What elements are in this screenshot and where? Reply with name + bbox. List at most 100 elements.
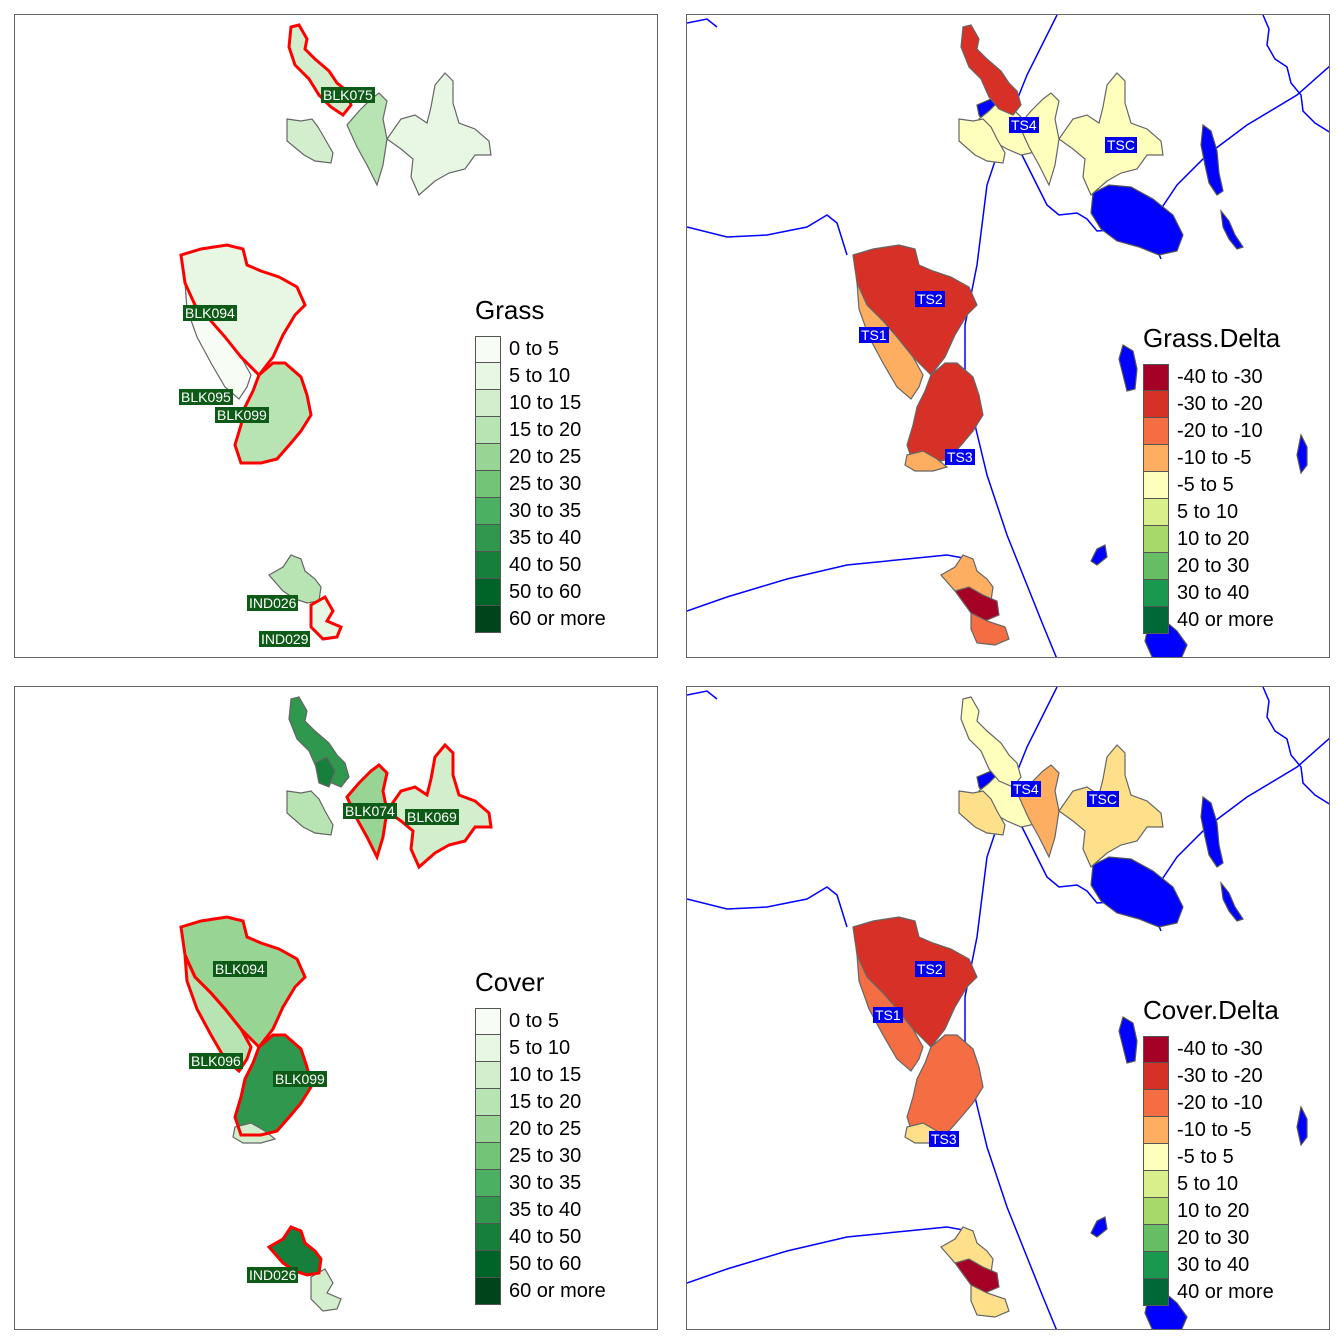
road-line <box>1156 65 1329 246</box>
road-line <box>1156 737 1329 918</box>
legend-row: 30 to 35 <box>475 498 606 525</box>
legend-row: 10 to 20 <box>1143 1198 1279 1225</box>
legend-row: 20 to 25 <box>475 1116 606 1143</box>
lake-east-2 <box>1220 208 1244 250</box>
legend-label: 30 to 40 <box>1177 582 1250 604</box>
parcel-tsc-west <box>958 118 1006 164</box>
parcel-ts3-south <box>904 450 949 472</box>
label-ind026: IND026 <box>247 595 299 611</box>
parcel-tsc-mid <box>1018 92 1060 187</box>
highlight-blk099 <box>233 1033 313 1137</box>
legend-label: 40 to 50 <box>509 554 582 576</box>
legend-row: 50 to 60 <box>475 1251 606 1278</box>
grass-map <box>179 23 492 641</box>
legend-label: -10 to -5 <box>1177 1119 1252 1141</box>
legend-swatch <box>1143 1198 1169 1225</box>
legend-row: 40 or more <box>1143 607 1280 634</box>
legend-label: 35 to 40 <box>509 527 582 549</box>
label-blk074: BLK074 <box>343 803 397 819</box>
legend-label: -5 to 5 <box>1177 1146 1234 1168</box>
legend-label: 15 to 20 <box>509 1091 582 1113</box>
label-ts3: TS3 <box>929 1131 959 1147</box>
legend-swatch <box>475 1278 501 1305</box>
map-panel-grass-delta: TS4 TSC TS2 TS1 TS3 Grass.Delta -40 to -… <box>686 14 1330 658</box>
legend-title: Grass.Delta <box>1143 323 1281 353</box>
legend-row: 10 to 15 <box>475 1062 606 1089</box>
legend-row: 20 to 30 <box>1143 553 1280 580</box>
legend-row: 60 or more <box>475 606 606 633</box>
lake-east-1 <box>1200 123 1224 196</box>
legend-title: Grass <box>475 295 545 325</box>
legend-label: 20 to 25 <box>509 1118 582 1140</box>
legend-label: 40 to 50 <box>509 1226 582 1248</box>
label-blk069: BLK069 <box>405 809 459 825</box>
legend-swatch <box>475 525 501 552</box>
legend-label: 0 to 5 <box>509 1010 560 1032</box>
legend-label: 30 to 40 <box>1177 1254 1250 1276</box>
label-ts2: TS2 <box>915 961 945 977</box>
legend-swatch <box>475 498 501 525</box>
label-blk096: BLK096 <box>189 1053 243 1069</box>
legend-row: -5 to 5 <box>1143 1144 1279 1171</box>
legend-swatch <box>475 606 501 633</box>
legend-swatch <box>1143 499 1169 526</box>
legend-swatch <box>1143 1144 1169 1171</box>
legend-label: -30 to -20 <box>1177 393 1263 415</box>
legend-title: Cover <box>475 967 545 997</box>
legend-label: 60 or more <box>509 608 606 630</box>
map-panel-cover-delta: TS4 TSC TS2 TS1 TS3 Cover.Delta -40 to -… <box>686 686 1330 1330</box>
legend-label: -30 to -20 <box>1177 1065 1263 1087</box>
legend-row: 40 or more <box>1143 1279 1279 1306</box>
parcel-tsc-mid <box>1018 764 1060 859</box>
legend-label: -5 to 5 <box>1177 474 1234 496</box>
label-blk099: BLK099 <box>215 407 269 423</box>
legend-swatch <box>475 1035 501 1062</box>
label-ind026: IND026 <box>247 1267 299 1283</box>
legend-rows: 0 to 5 5 to 10 10 to 15 15 to 20 20 to 25 25 … <box>475 336 606 633</box>
legend-row: -10 to -5 <box>1143 1117 1279 1144</box>
legend-rows: -40 to -30 -30 to -20 -20 to -10 -10 to -5 -… <box>1143 364 1280 634</box>
parcel-ts4-north <box>960 24 1022 116</box>
legend-label: 40 or more <box>1177 1281 1274 1303</box>
legend-row: 30 to 35 <box>475 1170 606 1197</box>
legend-label: 0 to 5 <box>509 338 560 360</box>
legend-label: 20 to 30 <box>1177 1227 1250 1249</box>
legend-label: 5 to 10 <box>1177 1173 1239 1195</box>
legend-row: -30 to -20 <box>1143 391 1280 418</box>
grass-delta-map <box>687 15 1329 657</box>
legend-label: -20 to -10 <box>1177 420 1263 442</box>
legend-label: 60 or more <box>509 1280 606 1302</box>
label-ind029: IND029 <box>259 631 311 647</box>
legend-label: 50 to 60 <box>509 1253 582 1275</box>
legend-swatch <box>1143 580 1169 607</box>
legend-row: 25 to 30 <box>475 471 606 498</box>
legend-row: -5 to 5 <box>1143 472 1280 499</box>
legend-label: 10 to 20 <box>1177 1200 1250 1222</box>
legend-label: 5 to 10 <box>1177 501 1239 523</box>
parcel-blk069 <box>386 744 492 868</box>
road-line <box>687 214 848 256</box>
legend-grass-delta: Grass.Delta -40 to -30 -30 to -20 -20 to -… <box>1143 323 1280 634</box>
legend-swatch <box>475 336 501 363</box>
legend-row: -20 to -10 <box>1143 418 1280 445</box>
label-tsc: TSC <box>1087 791 1119 807</box>
legend-row: 50 to 60 <box>475 579 606 606</box>
parcel-tsc-west <box>958 790 1006 836</box>
legend-label: 30 to 35 <box>509 500 582 522</box>
legend-label: 5 to 10 <box>509 1037 571 1059</box>
legend-row: 20 to 25 <box>475 444 606 471</box>
label-tsc: TSC <box>1105 137 1137 153</box>
label-ts3: TS3 <box>945 449 975 465</box>
label-blk095: BLK095 <box>179 389 233 405</box>
lake-main <box>1090 856 1184 928</box>
parcel-ts4-north <box>960 696 1022 788</box>
legend-row: -20 to -10 <box>1143 1090 1279 1117</box>
parcel-cover-west <box>286 790 334 836</box>
legend-swatch <box>1143 472 1169 499</box>
legend-row: 25 to 30 <box>475 1143 606 1170</box>
legend-swatch <box>1143 364 1169 391</box>
legend-swatch <box>475 417 501 444</box>
legend-swatch <box>1143 1279 1169 1306</box>
highlight-blk069 <box>384 742 493 870</box>
legend-label: 40 or more <box>1177 609 1274 631</box>
